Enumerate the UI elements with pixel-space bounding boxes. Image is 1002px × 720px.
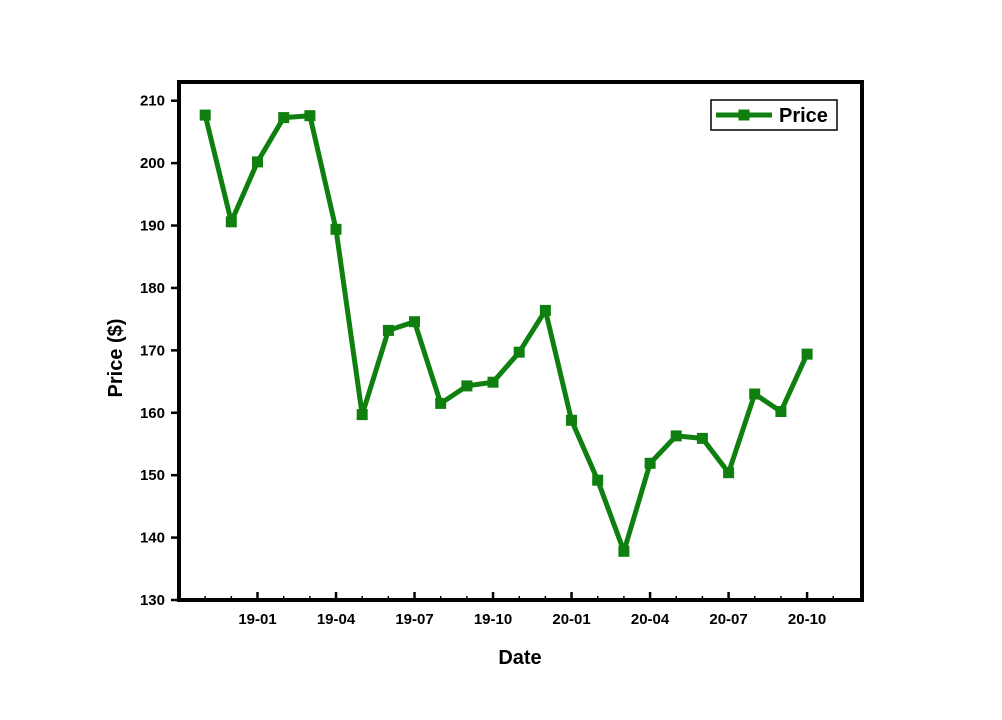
data-point xyxy=(696,432,708,444)
y-tick-label: 210 xyxy=(140,93,165,110)
data-point xyxy=(513,346,525,358)
y-tick-label: 140 xyxy=(140,530,165,547)
x-axis: 19-01 19-04 19-07 19-10 20-01 20-04 20-07 20-10 xyxy=(204,592,834,628)
data-point xyxy=(225,216,237,228)
data-point xyxy=(435,397,447,409)
data-point xyxy=(461,380,473,392)
data-point xyxy=(723,467,735,479)
x-tick-label: 19-07 xyxy=(395,611,433,628)
series-line xyxy=(202,113,810,554)
x-tick-label: 19-04 xyxy=(317,611,356,628)
data-point xyxy=(670,430,682,442)
data-point xyxy=(409,316,420,328)
data-point xyxy=(592,474,604,486)
y-axis-title: Price ($) xyxy=(105,319,127,398)
data-point xyxy=(199,109,211,121)
data-point xyxy=(330,223,342,235)
data-point xyxy=(566,414,577,426)
x-tick-label: 20-04 xyxy=(631,611,670,628)
data-point xyxy=(382,324,394,336)
data-point xyxy=(487,376,499,388)
x-axis-title: Date xyxy=(498,647,541,669)
data-point xyxy=(618,545,630,557)
legend-label: Price xyxy=(779,105,828,127)
data-point xyxy=(252,156,263,168)
x-tick-label: 19-10 xyxy=(474,611,512,628)
data-point xyxy=(644,457,656,469)
plot-frame xyxy=(177,80,864,602)
legend: Price xyxy=(710,99,838,131)
x-tick-label: 19-01 xyxy=(238,611,276,628)
y-tick-label: 190 xyxy=(140,218,165,235)
data-point xyxy=(278,112,290,124)
x-tick-label: 20-01 xyxy=(552,611,590,628)
y-tick-label: 160 xyxy=(140,405,165,422)
y-tick-label: 180 xyxy=(140,280,165,297)
data-point xyxy=(801,348,813,360)
data-point xyxy=(775,406,787,417)
y-axis: 130 140 150 160 170 180 190 200 210 xyxy=(140,93,179,609)
data-point xyxy=(304,110,316,122)
y-tick-label: 170 xyxy=(140,342,165,359)
y-tick-label: 200 xyxy=(140,155,165,172)
data-point xyxy=(356,409,368,421)
y-tick-label: 130 xyxy=(140,592,165,609)
legend-box xyxy=(710,99,838,131)
legend-marker-swatch xyxy=(738,109,750,121)
y-tick-label: 150 xyxy=(140,467,165,484)
x-tick-label: 20-10 xyxy=(788,611,826,628)
x-tick-label: 20-07 xyxy=(709,611,747,628)
series-price xyxy=(199,109,813,557)
data-point xyxy=(749,388,761,400)
data-point xyxy=(539,304,551,316)
